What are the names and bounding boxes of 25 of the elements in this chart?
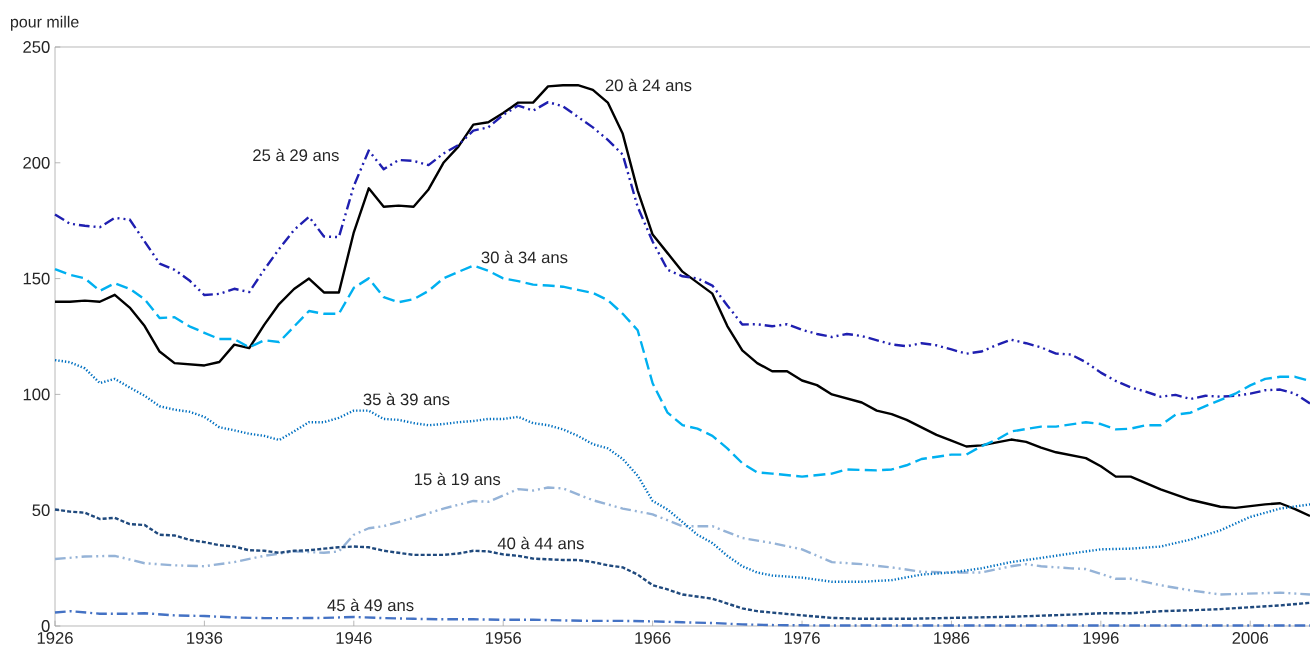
x-tick-label: 1956 xyxy=(485,632,522,644)
line-series xyxy=(53,100,1310,405)
series-label: 15 à 19 ans xyxy=(414,472,501,486)
y-axis-title: pour mille xyxy=(10,15,79,31)
series-label: 25 à 29 ans xyxy=(253,148,339,162)
series-label: 40 à 44 ans xyxy=(497,536,584,550)
series-label: 35 à 39 ans xyxy=(363,392,450,406)
x-tick-label: 1966 xyxy=(635,632,671,644)
y-tick-label: 0 xyxy=(41,620,50,632)
line-series xyxy=(53,358,1310,583)
x-tick-label: 1996 xyxy=(1083,632,1119,644)
x-tick-label: 1926 xyxy=(37,632,73,644)
series-label: 45 à 49 ans xyxy=(327,598,414,612)
series-label: 20 à 24 ans xyxy=(605,78,692,92)
y-tick-label: 100 xyxy=(23,388,50,401)
x-tick-label: 1986 xyxy=(934,632,970,644)
x-tick-label: 1936 xyxy=(187,632,223,644)
series-label: 30 à 34 ans xyxy=(481,250,568,264)
y-tick-label: 50 xyxy=(32,504,50,517)
x-tick-label: 2006 xyxy=(1232,632,1269,644)
y-tick-label: 250 xyxy=(23,41,50,53)
x-tick-label: 1946 xyxy=(336,632,372,644)
x-tick-label: 1976 xyxy=(784,632,820,644)
y-tick-label: 150 xyxy=(23,272,50,285)
y-tick-label: 200 xyxy=(23,156,50,169)
